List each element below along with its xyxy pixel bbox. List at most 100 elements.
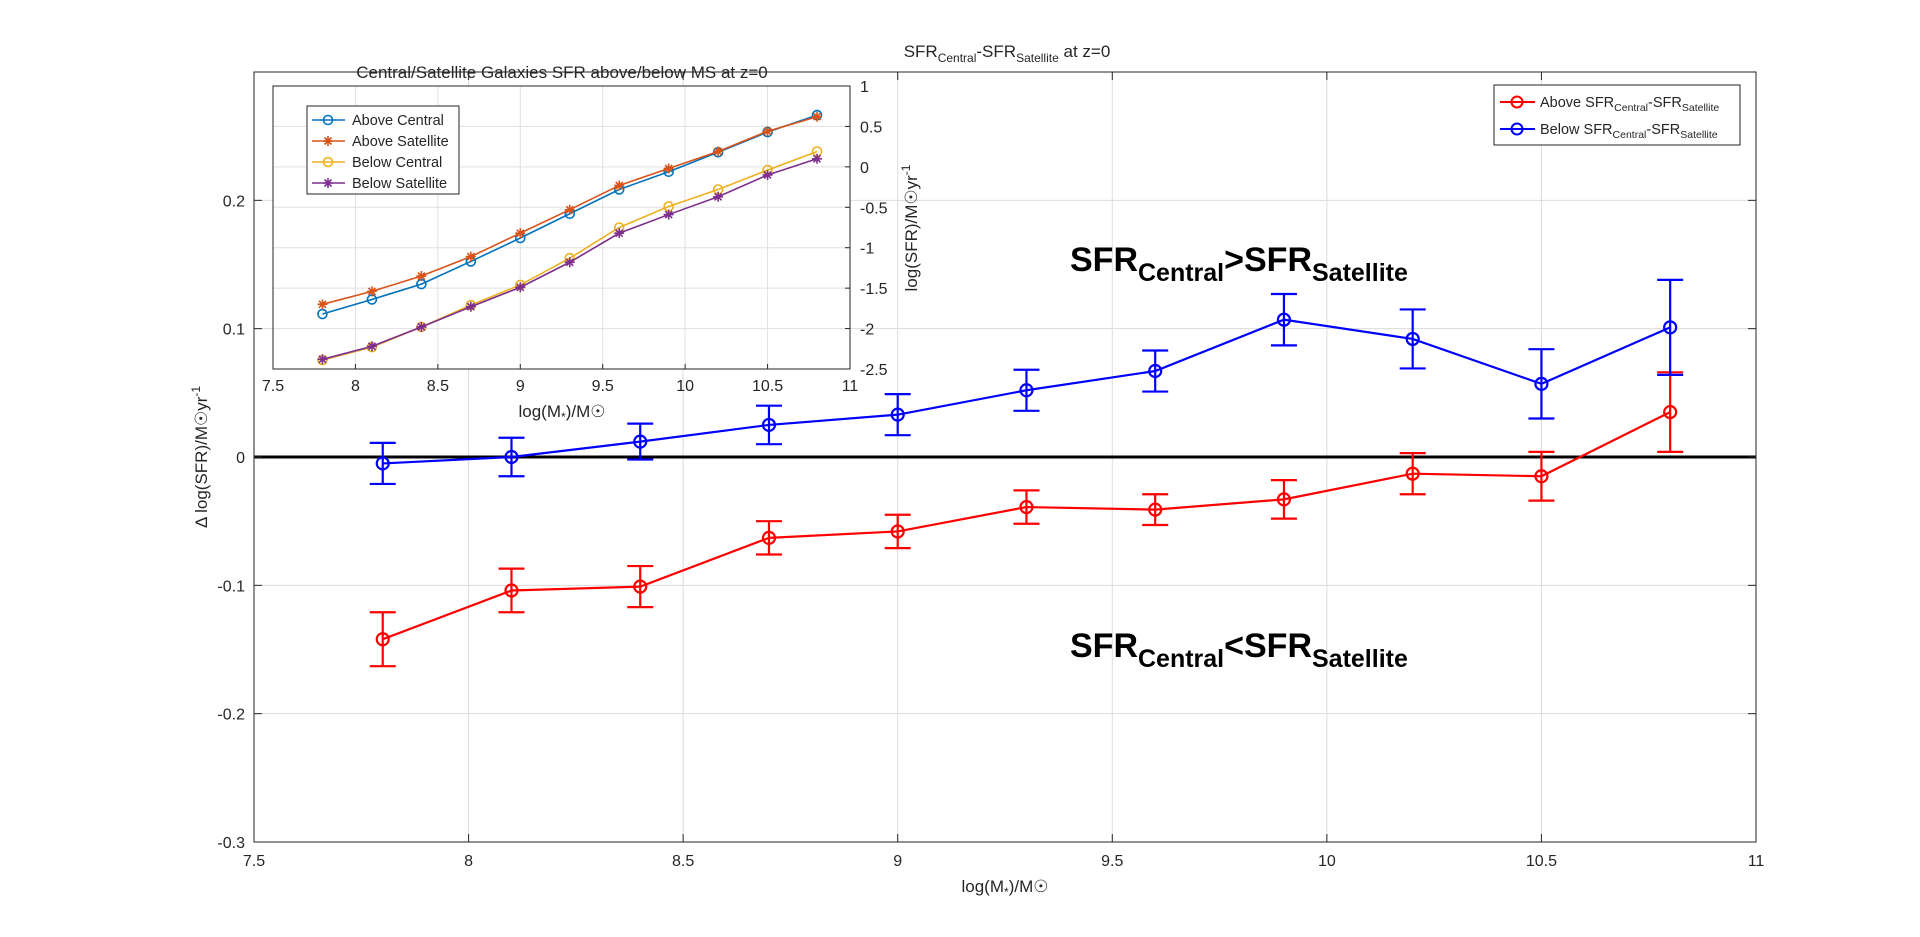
inset-data-point-shape	[366, 286, 377, 297]
inset-legend-label: Above Satellite	[352, 134, 449, 150]
inset-ytick-label: -1.5	[860, 281, 888, 298]
inset-data-point	[317, 299, 328, 310]
inset-data-point	[663, 209, 674, 220]
main-xtick-label: 7.5	[243, 853, 265, 870]
data-point	[1663, 404, 1678, 420]
inset-data-point-shape	[812, 153, 823, 164]
inset-ticks: 7.5 8 8.5 9 9.5 10 10.5 11-2.5 -2 -1.5 -1 -0.5 0 0.5 1	[262, 79, 888, 395]
error-bar	[755, 520, 782, 556]
inset-legend-marker	[323, 178, 333, 188]
error-bar	[755, 404, 782, 446]
data-point	[375, 632, 390, 647]
main-ytick-label: -0.2	[217, 707, 245, 724]
data-point	[633, 434, 648, 449]
inset-data-point	[465, 251, 476, 262]
inset-legend-marker-shape	[323, 136, 333, 146]
inset-data-point-shape	[663, 163, 674, 174]
inset-data-point	[416, 321, 427, 332]
inset-data-point-shape	[564, 257, 575, 268]
inset-xlabel: log(M*)/M☉	[519, 402, 606, 424]
main-legend: Above SFRCentral-SFRSatellite Below SFRC…	[1493, 84, 1741, 146]
data-point	[375, 456, 390, 471]
error-bar	[1270, 479, 1297, 520]
data-point	[890, 407, 905, 422]
error-bar	[369, 611, 396, 668]
main-xtick-label: 9.5	[1101, 853, 1123, 870]
main-series-above	[369, 371, 1684, 668]
inset-data-point-shape	[465, 251, 476, 262]
inset-data-point-shape	[366, 341, 377, 352]
main-xtick-label: 8.5	[672, 853, 694, 870]
inset-legend-item-above-satellite: Above Satellite	[312, 134, 449, 150]
inset-axes-box	[272, 85, 851, 370]
inset-ytick-label: -0.5	[860, 200, 888, 217]
inset-data-point	[614, 180, 625, 191]
data-point	[1405, 466, 1420, 481]
data-point	[1405, 331, 1420, 347]
data-point	[1276, 492, 1292, 507]
error-bar	[884, 513, 911, 550]
inset-data-point	[713, 191, 724, 202]
error-bar	[1528, 348, 1555, 420]
inset-legend-label: Above Central	[352, 113, 444, 129]
inset-legend-marker	[322, 156, 334, 168]
inset-ytick-label: -1	[860, 241, 874, 258]
inset-data-point	[812, 153, 823, 164]
data-point	[761, 530, 777, 545]
inset-ytick-label: -2	[860, 322, 874, 339]
inset-xtick-label: 8.5	[427, 378, 449, 395]
inset-xtick-label: 7.5	[262, 378, 284, 395]
error-bar	[1528, 450, 1555, 502]
inset-data-point	[663, 163, 674, 174]
inset-data-point-shape	[564, 204, 575, 215]
data-point	[504, 449, 519, 465]
inset-xtick-label: 9	[516, 378, 525, 395]
inset-data-point-shape	[614, 228, 625, 239]
main-series-below	[369, 278, 1684, 486]
legend-item-below: Below SFRCentral-SFRSatellite	[1500, 122, 1718, 141]
error-bar	[1270, 292, 1297, 347]
inset-data-point	[564, 257, 575, 268]
main-series	[369, 278, 1684, 668]
inset-data-point-shape	[762, 169, 773, 180]
legend-item-above: Above SFRCentral-SFRSatellite	[1500, 95, 1719, 114]
inset-data-point-shape	[663, 209, 674, 220]
main-ytick-label: 0	[236, 450, 245, 467]
inset-title: Central/Satellite Galaxies SFR above/bel…	[356, 63, 768, 82]
inset-xtick-label: 9.5	[592, 378, 614, 395]
inset-data-point-shape	[317, 299, 328, 310]
inset-xtick-label: 8	[351, 378, 360, 395]
main-xtick-label: 9	[893, 853, 902, 870]
inset-data-point	[317, 354, 328, 365]
inset-xtick-label: 11	[842, 378, 859, 395]
inset-data-point	[762, 126, 773, 137]
error-bar	[498, 436, 525, 478]
inset-data-point-shape	[812, 111, 823, 122]
inset-ytick-label: 0.5	[860, 119, 882, 136]
inset-series-below-satellite	[317, 153, 823, 365]
legend-label-above: Above SFRCentral-SFRSatellite	[1540, 95, 1719, 114]
error-bar	[1013, 489, 1040, 525]
inset-data-point-shape	[317, 354, 328, 365]
inset-data-point	[812, 111, 823, 122]
inset-chart: 7.5 8 8.5 9 9.5 10 10.5 11-2.5 -2 -1.5 -1 -0.5 0 0.5 1…	[262, 63, 921, 424]
inset-legend-item-below-satellite: Below Satellite	[312, 176, 447, 192]
data-point	[1534, 469, 1549, 484]
data-point	[504, 583, 519, 598]
inset-xtick-label: 10	[676, 378, 694, 395]
main-title: SFRCentral-SFRSatellite at z=0	[904, 42, 1111, 65]
main-ytick-label: -0.3	[217, 835, 245, 852]
inset-xtick-label: 10.5	[752, 378, 783, 395]
data-point	[1148, 502, 1163, 517]
inset-data-point	[713, 146, 724, 157]
error-bar	[369, 441, 396, 486]
inset-data-point	[515, 228, 526, 239]
inset-legend-label: Below Satellite	[352, 176, 447, 192]
data-point	[1148, 363, 1163, 379]
inset-data-point	[366, 341, 377, 352]
error-bar	[498, 567, 525, 614]
main-xtick-label: 11	[1748, 853, 1765, 870]
main-xtick-label: 8	[464, 853, 473, 870]
main-legend-box	[1493, 84, 1741, 146]
